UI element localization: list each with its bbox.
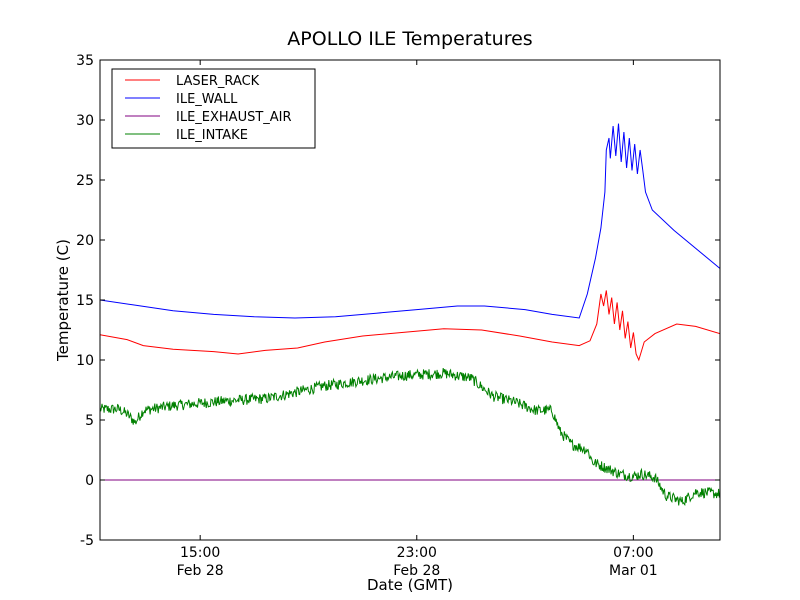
x-tick-date-label: Feb 28 [177, 563, 224, 579]
y-axis-label: Temperature (C) [54, 239, 72, 362]
x-tick-date-label: Mar 01 [609, 563, 658, 579]
x-tick-date-label: Feb 28 [393, 563, 440, 579]
y-tick-label: -5 [80, 533, 94, 549]
legend-label: LASER_RACK [176, 74, 260, 89]
y-tick-label: 35 [76, 53, 94, 69]
y-tick-label: 20 [76, 233, 94, 249]
legend-box [111, 68, 316, 149]
series-layer [100, 123, 720, 507]
series-line-ile-intake [100, 368, 720, 507]
y-axis: -5 0 5 10 15 20 25 30 35 [76, 53, 720, 549]
y-tick-label: 15 [76, 293, 94, 309]
y-tick-label: 0 [85, 473, 94, 489]
legend: LASER_RACK ILE_WALL ILE_EXHAUST_AIR ILE_INT… [111, 68, 316, 149]
chart-title: APOLLO ILE Temperatures [287, 28, 532, 50]
y-tick-label: 25 [76, 173, 94, 189]
legend-label: ILE_EXHAUST_AIR [176, 110, 292, 125]
series-line-laser-rack [100, 290, 720, 362]
x-tick-time-label: 07:00 [613, 545, 653, 561]
series-line-ile-wall [100, 123, 720, 319]
y-tick-label: 30 [76, 113, 94, 129]
x-axis-label: Date (GMT) [367, 576, 453, 594]
y-tick-label: 5 [85, 413, 94, 429]
y-tick-label: 10 [76, 353, 94, 369]
legend-label: ILE_INTAKE [176, 128, 248, 143]
x-tick-time-label: 15:00 [180, 545, 220, 561]
legend-label: ILE_WALL [176, 92, 238, 107]
x-tick-time-label: 23:00 [397, 545, 437, 561]
